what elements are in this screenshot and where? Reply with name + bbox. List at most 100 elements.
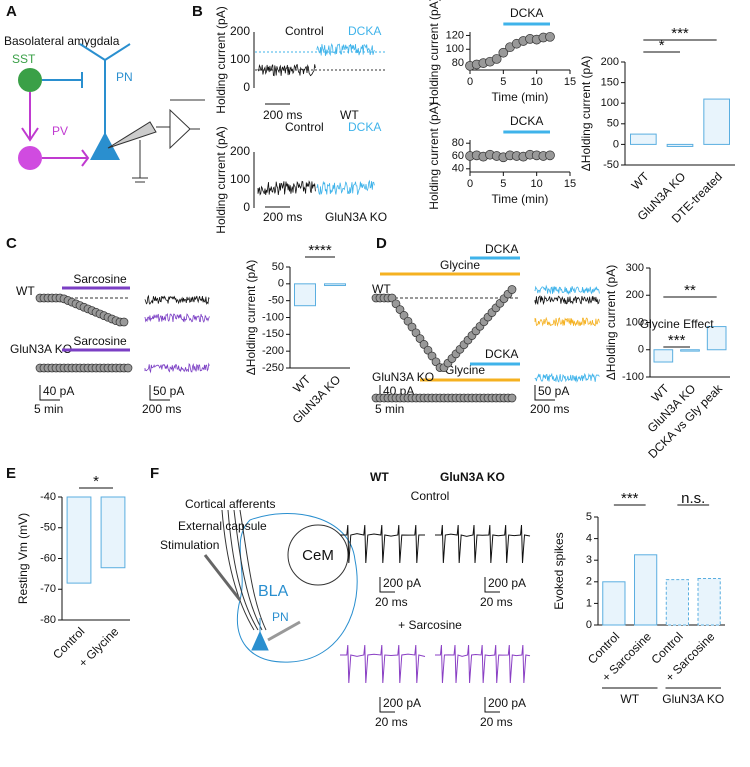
- axis-label: Time (min): [492, 192, 549, 206]
- pv-cell: [18, 146, 42, 170]
- scale-label: 200 ms: [263, 210, 302, 224]
- x-tick-label: WT: [290, 372, 314, 396]
- x-tick-label: 5: [500, 178, 506, 190]
- y-tick-label: -150: [262, 328, 284, 340]
- slice-diagram: CeM BLA PN Cortical afferents External c…: [160, 497, 358, 663]
- y-tick-label: -50: [603, 159, 619, 171]
- condition-label: + Sarcosine: [398, 618, 462, 632]
- bar: [294, 283, 316, 307]
- diagram-label: External capsule: [178, 519, 267, 533]
- tick-label: 100: [230, 52, 250, 66]
- sig-label: *: [659, 37, 665, 54]
- trace-panel: Holding current (pA) 200 100 0 Control D…: [214, 6, 387, 233]
- y-tick-label: 0: [638, 344, 644, 356]
- point: [498, 47, 509, 58]
- y-tick-label: 150: [601, 77, 619, 89]
- y-tick-label: 50: [272, 261, 284, 273]
- trace: [144, 294, 210, 306]
- tick-label: 200: [230, 144, 250, 158]
- bar: [697, 578, 721, 626]
- panel-label: F: [150, 465, 159, 482]
- x-tick-label: 5: [500, 76, 506, 88]
- circuit-diagram: Basolateral amygdala SST PV PN: [4, 34, 205, 183]
- axis-label: Holding current (pA): [214, 6, 228, 113]
- trace-panel: WT GluN3A KO Control + Sarcosine 200 pA …: [370, 470, 526, 729]
- x-tick-label: WT: [629, 169, 653, 193]
- condition-label: DCKA: [348, 120, 381, 134]
- point: [545, 31, 555, 42]
- tick-label: 200: [230, 24, 250, 38]
- trace: [257, 63, 316, 77]
- bar: [703, 98, 730, 145]
- genotype-label: WT: [16, 284, 35, 298]
- scale-label: 20 ms: [480, 595, 513, 609]
- drug-label: DCKA: [485, 347, 518, 361]
- diagram-label: Cortical afferents: [185, 497, 276, 511]
- sig-label: **: [684, 282, 696, 299]
- sst-cell: [18, 68, 42, 92]
- genotype-label: WT: [370, 470, 389, 484]
- tick-label: 100: [230, 172, 250, 186]
- panel-label: B: [192, 3, 203, 20]
- bar: [706, 326, 727, 351]
- scale-label: 5 min: [375, 402, 404, 416]
- x-tick-label: 10: [531, 178, 543, 190]
- y-tick-label: -50: [268, 295, 284, 307]
- diagram-title: Basolateral amygdala: [4, 34, 120, 48]
- y-tick-label: -60: [40, 552, 56, 564]
- y-tick-label: 4: [586, 533, 592, 545]
- y-tick-label: -40: [40, 491, 56, 503]
- x-tick-label: 10: [531, 76, 543, 88]
- bar: [653, 349, 674, 363]
- panel-label: C: [6, 235, 17, 252]
- scale-label: 200 ms: [530, 402, 569, 416]
- cell-label: PN: [116, 70, 133, 84]
- scale-label: 50 pA: [538, 384, 569, 398]
- trace: [316, 179, 375, 196]
- condition-label: DCKA: [348, 24, 381, 38]
- trace: [534, 316, 600, 327]
- y-tick-label: 60: [452, 150, 464, 162]
- x-tick-label: 15: [564, 178, 576, 190]
- y-tick-label: -250: [262, 362, 284, 374]
- y-tick-label: 80: [452, 57, 464, 69]
- sig-label: n.s.: [681, 490, 705, 507]
- scale-label: 200 ms: [142, 402, 181, 416]
- point: [491, 54, 502, 64]
- trace: [340, 644, 426, 684]
- trace-dot: [119, 317, 129, 327]
- trace: [340, 524, 426, 564]
- cell-label: PV: [52, 124, 68, 138]
- group-label: GluN3A KO: [662, 692, 724, 706]
- condition-label: Control: [411, 489, 450, 503]
- genotype-label: GluN3A KO: [10, 342, 72, 356]
- scale-label: 5 min: [34, 402, 63, 416]
- scale-label: 20 ms: [480, 715, 513, 729]
- scale-label: 40 pA: [43, 384, 74, 398]
- trace: [534, 372, 600, 383]
- scale-label: 200 pA: [488, 576, 526, 590]
- y-tick-label: 100: [601, 97, 619, 109]
- axis-label: ΔHolding current (pA): [579, 56, 593, 171]
- annotation: DCKA: [510, 6, 543, 20]
- sig-label: *: [93, 473, 99, 490]
- x-tick-label: 0: [467, 76, 473, 88]
- y-tick-label: 100: [446, 43, 464, 55]
- condition-label: Control: [285, 120, 324, 134]
- cell-label: SST: [12, 52, 36, 66]
- bar: [602, 581, 626, 626]
- y-tick-label: 40: [452, 163, 464, 175]
- annotation: Glycine Effect: [640, 317, 714, 331]
- x-tick-label: 0: [467, 178, 473, 190]
- trace-dot: [123, 363, 133, 373]
- panel-label: E: [6, 465, 16, 482]
- trace: [534, 284, 600, 296]
- scale-label: 200 pA: [383, 696, 421, 710]
- bar: [634, 554, 658, 626]
- y-tick-label: 0: [613, 138, 619, 150]
- sig-label: ***: [621, 490, 639, 507]
- drug-label: Sarcosine: [73, 334, 127, 348]
- sig-label: ****: [308, 242, 332, 259]
- scale-label: 20 ms: [375, 595, 408, 609]
- y-tick-label: 0: [586, 619, 592, 631]
